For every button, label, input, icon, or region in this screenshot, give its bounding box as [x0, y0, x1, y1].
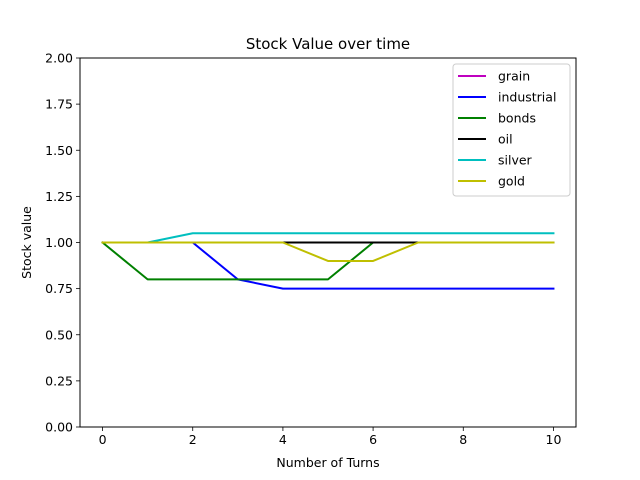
y-tick-label: 0.25: [45, 373, 73, 388]
x-tick-label: 8: [459, 432, 467, 447]
y-tick-label: 2.00: [45, 51, 73, 66]
x-tick-label: 10: [546, 432, 562, 447]
y-tick-label: 1.50: [45, 143, 73, 158]
legend-label-oil: oil: [498, 132, 513, 147]
chart-title: Stock Value over time: [246, 35, 410, 53]
x-axis-label: Number of Turns: [276, 455, 379, 470]
legend-label-gold: gold: [498, 174, 525, 189]
y-axis-ticks: 0.00 0.25 0.50 0.75 1.00 1.25 1.50 1.75 2.00: [45, 51, 80, 435]
series-layer: [101, 232, 555, 290]
y-tick-label: 0.50: [45, 327, 73, 342]
series-line-gold: [101, 241, 555, 262]
x-tick-label: 0: [99, 432, 107, 447]
x-tick-label: 6: [369, 432, 377, 447]
y-tick-label: 0.00: [45, 420, 73, 435]
series-line-silver: [101, 232, 555, 244]
legend-label-silver: silver: [498, 153, 533, 168]
legend-label-bonds: bonds: [498, 111, 536, 126]
y-tick-label: 1.00: [45, 235, 73, 250]
y-tick-label: 1.25: [45, 189, 73, 204]
x-tick-label: 2: [189, 432, 197, 447]
legend-label-industrial: industrial: [498, 90, 556, 105]
x-axis-ticks: 0 2 4 6 8 10: [99, 427, 562, 447]
y-tick-label: 0.75: [45, 281, 73, 296]
legend: grain industrial bonds oil silver gold: [452, 63, 571, 197]
y-axis-label: Stock value: [19, 206, 34, 279]
legend-label-grain: grain: [498, 69, 530, 84]
y-tick-label: 1.75: [45, 97, 73, 112]
x-tick-label: 4: [279, 432, 287, 447]
